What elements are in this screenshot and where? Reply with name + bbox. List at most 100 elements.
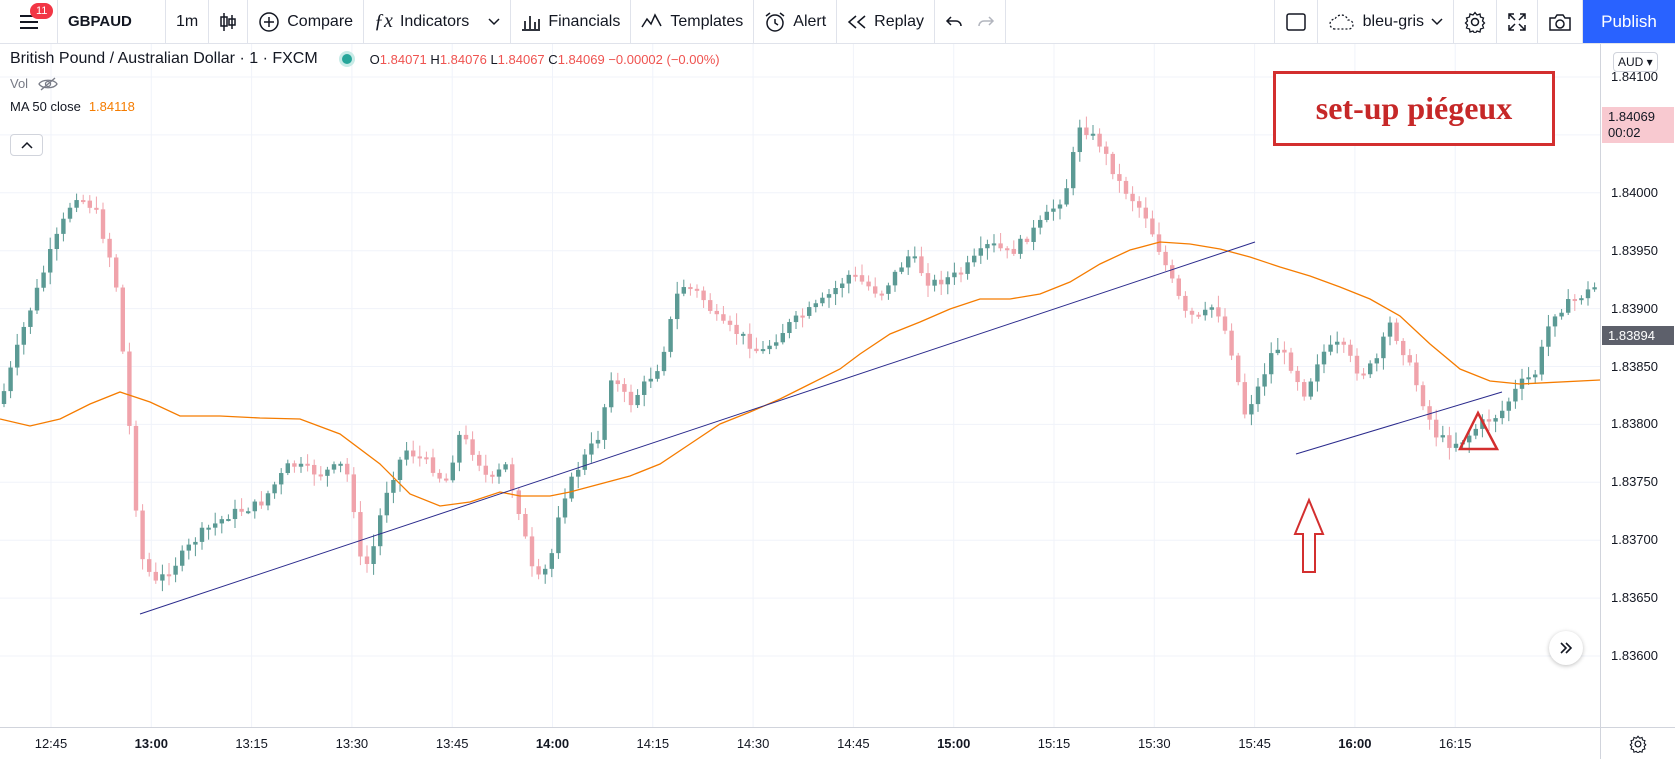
candle-body — [391, 479, 396, 493]
candle-body — [1104, 146, 1109, 154]
candle-body — [628, 391, 634, 406]
candle-body — [516, 490, 521, 515]
candle-body — [1434, 419, 1439, 438]
candle-body — [846, 274, 851, 284]
settings-button[interactable] — [1454, 0, 1497, 43]
candle-body — [133, 425, 139, 511]
candle-body — [1552, 316, 1558, 327]
candle-body — [1407, 355, 1412, 363]
candle-body — [787, 322, 792, 334]
interval-button[interactable]: 1m — [166, 0, 210, 43]
annotation-text-box[interactable]: set-up piégeux — [1273, 71, 1555, 146]
last-price-tag: 1.83894 — [1602, 326, 1674, 345]
candle-body — [1506, 401, 1511, 411]
legend-main-row: British Pound / Australian Dollar · 1 · … — [10, 50, 720, 68]
chart-settings-corner[interactable] — [1600, 727, 1675, 759]
function-icon: ƒx — [374, 10, 393, 32]
time-tick-label: 13:00 — [134, 736, 168, 751]
candle-body — [226, 519, 231, 522]
price-axis[interactable]: AUD ▾ 1.841001.840501.840001.839501.8390… — [1600, 44, 1675, 727]
candle-body — [1368, 363, 1373, 375]
snapshot-button[interactable] — [1538, 0, 1583, 43]
candle-body — [1024, 238, 1030, 242]
scroll-to-realtime-button[interactable] — [1549, 631, 1583, 665]
symbol-title[interactable]: British Pound / Australian Dollar · 1 · … — [10, 50, 318, 67]
volume-legend-row[interactable]: Vol — [10, 76, 720, 91]
candle-body — [609, 380, 614, 408]
undo-icon[interactable] — [945, 15, 963, 29]
candle-body — [1077, 127, 1082, 153]
candle-body — [833, 288, 838, 295]
candle-body — [1, 391, 7, 404]
publish-button[interactable]: Publish — [1583, 0, 1675, 43]
candle-body — [1084, 127, 1089, 136]
candle-body — [1354, 355, 1360, 374]
candle-body — [384, 492, 389, 516]
candle-body — [1011, 248, 1016, 254]
indicators-button[interactable]: ƒx Indicators — [364, 0, 512, 43]
eye-hidden-icon[interactable] — [38, 77, 58, 91]
ma-50-line — [0, 241, 1601, 507]
compare-button[interactable]: Compare — [248, 0, 365, 43]
candle-body — [1420, 385, 1426, 407]
compare-label: Compare — [287, 12, 354, 30]
time-tick-label: 12:45 — [34, 736, 68, 751]
candle-body — [259, 501, 264, 506]
candle-body — [939, 279, 944, 285]
price-chart[interactable] — [0, 44, 1601, 727]
candle-body — [1216, 307, 1221, 317]
chart-type-button[interactable] — [209, 0, 249, 43]
currency-button[interactable]: AUD ▾ — [1613, 52, 1658, 72]
redo-icon[interactable] — [977, 15, 995, 29]
layout-button[interactable]: bleu-gris — [1318, 0, 1454, 43]
candle-body — [1249, 404, 1254, 415]
candle-body — [536, 566, 541, 575]
candle-body — [1486, 419, 1492, 422]
fullscreen-square-button[interactable] — [1273, 0, 1318, 43]
candle-body — [1308, 381, 1313, 397]
templates-button[interactable]: Templates — [631, 0, 755, 43]
undo-redo-group — [935, 0, 1006, 43]
candle-body — [952, 272, 957, 278]
candle-body — [747, 333, 752, 349]
trendline-support — [1295, 391, 1503, 455]
chevron-down-icon — [488, 17, 500, 25]
candle-body — [1143, 207, 1148, 219]
candle-body — [470, 439, 475, 455]
alert-button[interactable]: Alert — [754, 0, 838, 43]
collapse-legend-button[interactable] — [10, 134, 43, 156]
financials-button[interactable]: Financials — [511, 0, 632, 43]
candle-body — [668, 319, 673, 352]
price-tick-label: 1.83850 — [1611, 358, 1658, 374]
price-tick-label: 1.84000 — [1611, 184, 1658, 200]
candle-body — [15, 344, 20, 368]
candle-body — [292, 463, 297, 467]
volume-label: Vol — [10, 76, 29, 91]
candle-body — [602, 407, 607, 440]
candle-body — [1381, 336, 1386, 359]
candle-body — [991, 243, 997, 246]
interval-label: 1m — [176, 12, 199, 30]
market-status-dot[interactable] — [341, 54, 352, 64]
candle-body — [840, 283, 845, 289]
candle-body — [972, 255, 977, 263]
candle-body — [681, 287, 686, 294]
candle-body — [807, 307, 812, 316]
fullscreen-button[interactable] — [1497, 0, 1538, 43]
candle-body — [417, 456, 422, 459]
open-value: 1.84071 — [379, 51, 427, 67]
candle-body — [820, 297, 825, 304]
candle-body — [510, 464, 515, 491]
time-tick-label: 15:00 — [937, 736, 971, 751]
candle-body — [523, 514, 528, 537]
main-menu-button[interactable]: 11 — [0, 0, 58, 43]
symbol-search-button[interactable]: GBPAUD — [58, 0, 166, 43]
close-label: C — [548, 51, 558, 67]
time-axis[interactable]: 12:45 13:00 13:15 13:30 13:45 14:00 14:15 14:30… — [0, 727, 1600, 759]
candle-body — [1401, 340, 1406, 356]
chart-pane[interactable]: British Pound / Australian Dollar · 1 · … — [0, 44, 1601, 727]
candle-body — [1110, 153, 1115, 175]
annotation-text: set-up piégeux — [1315, 90, 1513, 126]
replay-button[interactable]: Replay — [837, 0, 935, 43]
ma-legend-row[interactable]: MA 50 close 1.84118 — [10, 99, 720, 114]
